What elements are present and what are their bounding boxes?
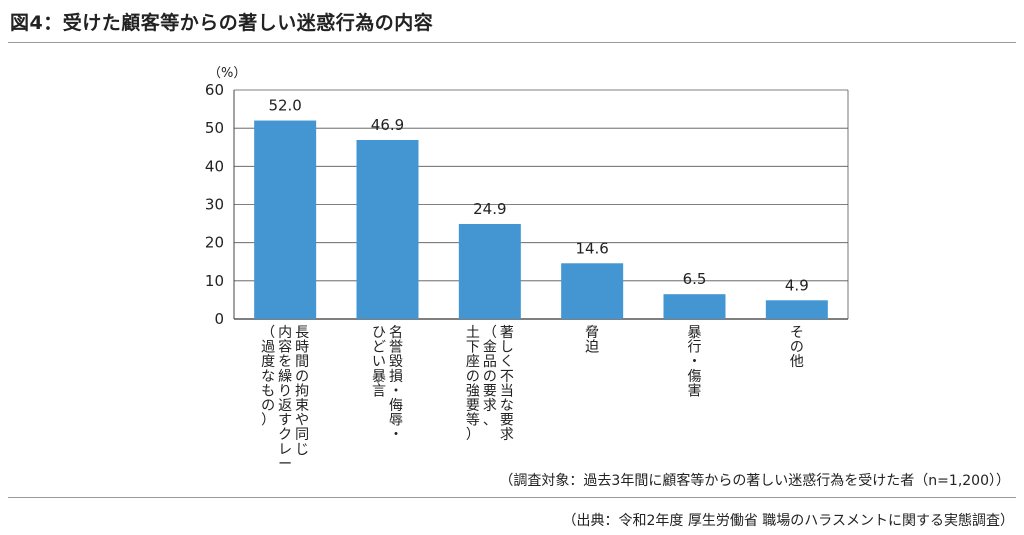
- y-tick-label: 60: [205, 81, 224, 99]
- category-label: 暴行・傷害: [688, 325, 702, 399]
- y-tick-label: 40: [205, 157, 224, 175]
- category-label: その他: [790, 325, 804, 370]
- data-label: 14.6: [575, 239, 608, 257]
- y-tick-label: 0: [214, 310, 224, 328]
- y-tick-label: 30: [205, 196, 224, 214]
- chart-title: 図4：受けた顧客等からの著しい迷惑行為の内容: [10, 12, 434, 34]
- survey-note: （調査対象：過去3年間に顧客等からの著しい迷惑行為を受けた者（n=1,200））: [499, 473, 1010, 489]
- category-label: 名誉毀損・侮辱・: [389, 325, 403, 443]
- data-label: 4.9: [785, 276, 809, 294]
- category-label: 著しく不当な要求: [500, 325, 514, 443]
- y-tick-label: 10: [205, 272, 224, 290]
- bar: [254, 120, 317, 320]
- category-label: （金品の要求、: [483, 325, 497, 429]
- footer-divider: [8, 497, 1016, 498]
- y-tick-label: 20: [205, 234, 224, 252]
- y-axis-unit-label: （%）: [208, 66, 247, 81]
- bar: [458, 223, 521, 319]
- bar: [765, 300, 828, 319]
- bar-chart: 0 10 20 30 40 50 60 52.0 長時間の拘束や同じ内容を繰り返すクレーム（過度…: [205, 81, 849, 470]
- data-label: 52.0: [268, 97, 301, 115]
- source-note: （出典：令和2年度 厚生労働省 職場のハラスメントに関する実態調査）: [562, 513, 1014, 529]
- data-label: 24.9: [473, 200, 506, 218]
- data-label: 46.9: [371, 116, 404, 134]
- bar: [561, 263, 624, 319]
- title-divider: [8, 42, 1016, 43]
- data-label: 6.5: [683, 270, 707, 288]
- category-label: （過度なもの）: [261, 325, 275, 429]
- y-tick-label: 50: [205, 119, 224, 137]
- category-label: 内容を繰り返すクレーム: [278, 325, 292, 470]
- bar: [356, 139, 419, 319]
- category-label: 脅迫: [585, 325, 599, 356]
- category-label: ひどい暴言: [372, 325, 386, 399]
- category-label: 長時間の拘束や同じ: [295, 325, 309, 458]
- bar: [663, 294, 726, 319]
- category-label: 土下座の強要等）: [466, 325, 480, 443]
